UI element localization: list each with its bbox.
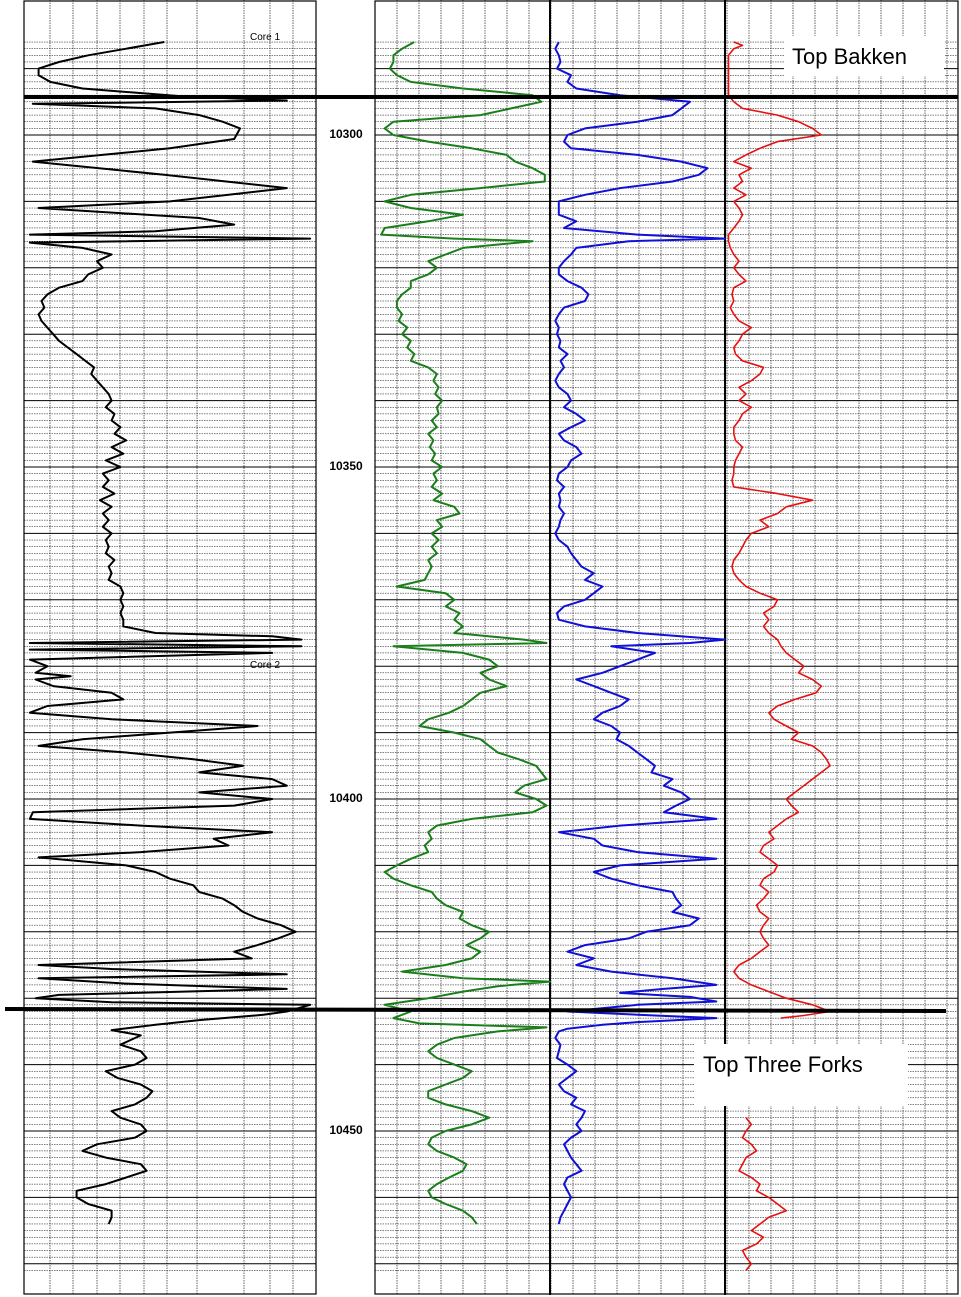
- depth-tick-bg: [322, 125, 370, 141]
- depth-tick-label: 10350: [329, 459, 363, 473]
- log-grid: [23, 0, 959, 1295]
- log-curves: [28, 41, 831, 1271]
- depth-tick-label: 10450: [329, 1123, 363, 1137]
- green-curve: [380, 41, 551, 1225]
- core-2-label: Core 2: [250, 660, 280, 671]
- red-curve-lower: [738, 1117, 788, 1271]
- top-bakken-label-bg: [784, 36, 944, 76]
- top-three-forks-label: Top Three Forks: [703, 1052, 863, 1077]
- top-bakken-label: Top Bakken: [792, 44, 907, 69]
- top-three-forks-label-bg: [694, 1044, 908, 1106]
- track-2-frame: [374, 0, 959, 1295]
- red-curve: [727, 41, 831, 1019]
- track-1-frame: [23, 0, 317, 1295]
- depth-tick-bg: [322, 457, 370, 473]
- core-1-label: Core 1: [250, 32, 280, 43]
- depth-axis: 10300 10350 10400 10450: [322, 125, 370, 1137]
- depth-tick-bg: [322, 789, 370, 805]
- top-three-forks-line: [4, 1007, 947, 1013]
- depth-tick-label: 10300: [329, 127, 363, 141]
- depth-tick-bg: [322, 1121, 370, 1137]
- track1-curve: [28, 41, 312, 1225]
- blue-curve: [554, 41, 726, 1225]
- depth-tick-label: 10400: [329, 791, 363, 805]
- formation-tops: [4, 95, 958, 1013]
